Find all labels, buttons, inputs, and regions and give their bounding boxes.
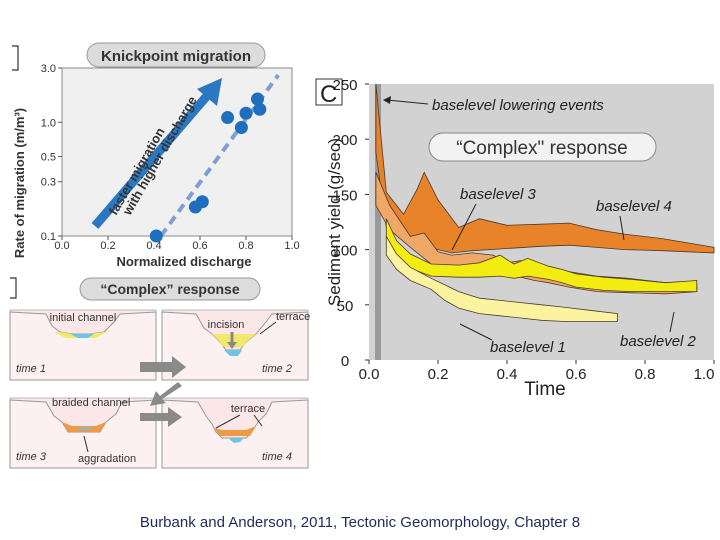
incision-label: incision: [208, 319, 245, 331]
band-baselevel-1: [385, 234, 618, 322]
panel-a-title-badge: [86, 42, 266, 68]
event-bar: [375, 84, 381, 360]
time2-box: incision terrace time 2: [161, 309, 310, 381]
panel-c-ytick-label: 0: [341, 353, 349, 370]
panel-c-ytick-label: 100: [332, 243, 357, 260]
panel-a-xtick-label: 0.8: [238, 240, 253, 252]
terrace-deposit: [212, 334, 256, 348]
panel-a-xtick-label: 0.4: [146, 240, 161, 252]
panel-a-xlabel: Normalized discharge: [116, 254, 251, 269]
series-label-baselevel-3: baselevel 3: [460, 186, 537, 203]
panel-c-sediment-chart: C 250 200 150 100 50 0 0.0 0.2 0.4 0.6 0.8 1.0 “Co…: [315, 77, 715, 400]
panel-a-xtick-label: 0.2: [100, 240, 115, 252]
data-point: [234, 120, 248, 134]
panel-c-xtick-label: 0.8: [635, 366, 656, 383]
migration-arrow: [91, 78, 222, 229]
series-label-baselevel-2: baselevel 2: [620, 333, 697, 350]
data-point: [251, 92, 264, 106]
time1-box: initial channel time 1: [9, 309, 157, 381]
panel-c-ytick-label: 200: [332, 132, 357, 149]
data-point: [253, 102, 267, 116]
panel-c-ylabel: Sediment yield (g/sec): [325, 138, 344, 306]
panel-a-ytick-label: 0.3: [41, 177, 56, 189]
data-point: [239, 106, 253, 120]
series-label-baselevel-4: baselevel 4: [596, 198, 672, 215]
series-label-baselevel-1: baselevel 1: [490, 339, 566, 356]
initial-channel-label: initial channel: [50, 312, 117, 324]
time4-label: time 4: [262, 451, 292, 463]
panel-c-xtick-label: 0.6: [566, 366, 587, 383]
panel-c-xtick-label: 0.4: [497, 366, 518, 383]
aggradation-label: aggradation: [78, 453, 136, 465]
panel-c-xlabel: Time: [524, 379, 566, 400]
panel-a-ytick-label: 1.0: [41, 117, 56, 129]
panel-a-ytick-label: 3.0: [41, 63, 56, 75]
panel-c-letter: C: [320, 81, 337, 108]
panel-a-ylabel: Rate of migration (m/m³): [12, 108, 27, 258]
time3-box: braided channel time 3 aggradation: [9, 397, 157, 469]
braided-channel-label: braided channel: [52, 397, 130, 409]
water: [228, 438, 244, 443]
event-label: baselevel lowering events: [432, 97, 604, 114]
time1-label: time 1: [16, 363, 46, 375]
panel-a-xtick-label: 0.6: [192, 240, 207, 252]
panel-b-title: “Complex” response: [100, 281, 239, 297]
panel-c-title: “Complex" response: [456, 138, 627, 159]
panel-a-xtick-label: 0.0: [54, 240, 69, 252]
panel-c-title-badge: [428, 132, 657, 162]
aggradation-fill: [62, 422, 106, 432]
data-point: [149, 229, 163, 243]
panel-a-title: Knickpoint migration: [101, 48, 251, 65]
terrace-label-1: terrace: [276, 311, 310, 323]
panel-b-title-badge: [79, 277, 261, 301]
transition-arrows: [140, 356, 186, 427]
panel-c-ytick-label: 50: [337, 298, 354, 315]
caption: Burbank and Anderson, 2011, Tectonic Geo…: [139, 514, 581, 531]
panel-c-ytick-label: 250: [332, 77, 357, 94]
terrace-label-2: terrace: [231, 403, 265, 415]
panel-a-ytick-label: 0.5: [41, 152, 56, 164]
panel-c-xtick-label: 0.2: [428, 366, 449, 383]
band-baselevel-2: [385, 218, 698, 293]
panel-c-xtick-label: 0.0: [359, 366, 380, 383]
panel-a-bracket: [12, 45, 19, 71]
water: [224, 350, 242, 356]
data-point: [195, 195, 209, 209]
panel-a-knickpoint-chart: Knickpoint migration 3.0 1.0 0.5 0.3 0.1 0.0…: [12, 42, 300, 269]
panel-b-bracket: [10, 277, 17, 299]
panel-b-complex-response-diagram: “Complex” response initial channel time …: [9, 277, 310, 469]
water: [70, 334, 94, 338]
panel-c-xtick-label: 1.0: [694, 366, 715, 383]
panel-c-ytick-label: 150: [332, 187, 357, 204]
panel-a-xtick-label: 1.0: [284, 240, 299, 252]
time3-label: time 3: [16, 451, 47, 463]
panel-a-ytick-label: 0.1: [41, 231, 56, 243]
terrace-deposit: [214, 426, 256, 436]
time2-label: time 2: [262, 363, 292, 375]
data-point: [221, 111, 235, 125]
time4-box: terrace time 4: [161, 397, 309, 469]
water: [76, 427, 94, 430]
